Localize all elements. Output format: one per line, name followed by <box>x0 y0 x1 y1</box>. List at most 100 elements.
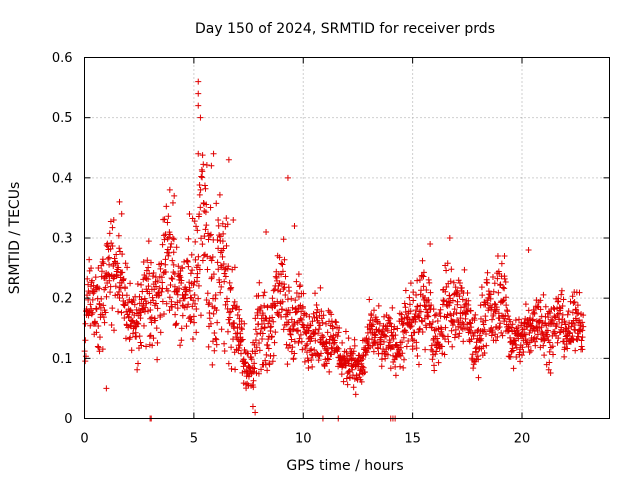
data-point <box>253 344 260 351</box>
data-point <box>397 363 404 370</box>
data-point <box>547 309 554 316</box>
data-point <box>570 299 577 306</box>
data-point <box>540 342 547 349</box>
data-point <box>490 288 497 295</box>
data-point <box>195 150 202 157</box>
data-point <box>195 78 202 85</box>
data-point <box>491 300 498 307</box>
data-point <box>96 301 103 308</box>
data-point <box>160 310 167 317</box>
data-point <box>212 291 219 298</box>
data-point <box>481 326 488 333</box>
data-point <box>475 356 482 363</box>
data-point <box>293 309 300 316</box>
data-point <box>305 327 312 334</box>
data-point <box>258 321 265 328</box>
data-point <box>202 185 209 192</box>
data-point <box>389 304 396 311</box>
data-point <box>378 356 385 363</box>
data-point <box>558 287 565 294</box>
data-point <box>579 334 586 341</box>
data-point <box>316 353 323 360</box>
data-point <box>464 289 471 296</box>
data-point <box>444 260 451 267</box>
data-point <box>146 290 153 297</box>
data-point <box>92 320 99 327</box>
data-point <box>406 294 413 301</box>
data-point <box>100 260 107 267</box>
data-point <box>419 272 426 279</box>
data-point <box>378 363 385 370</box>
data-point <box>100 302 107 309</box>
data-point <box>572 347 579 354</box>
data-point <box>479 292 486 299</box>
data-point <box>322 320 329 327</box>
data-point <box>208 274 215 281</box>
data-point <box>413 339 420 346</box>
data-point <box>357 366 364 373</box>
data-point <box>445 338 452 345</box>
data-point <box>108 240 115 247</box>
data-point <box>334 333 341 340</box>
data-point <box>533 324 540 331</box>
data-point <box>87 283 94 290</box>
data-point <box>238 325 245 332</box>
data-point <box>176 297 183 304</box>
data-point <box>169 235 176 242</box>
data-point <box>403 314 410 321</box>
data-point <box>508 348 515 355</box>
data-point <box>437 306 444 313</box>
data-point <box>479 318 486 325</box>
data-point <box>287 331 294 338</box>
data-point <box>142 304 149 311</box>
data-point <box>345 335 352 342</box>
data-point <box>89 309 96 316</box>
data-point <box>195 262 202 269</box>
data-point <box>110 216 117 223</box>
data-point <box>102 309 109 316</box>
data-point <box>324 349 331 356</box>
data-point <box>407 323 414 330</box>
data-point <box>475 374 482 381</box>
data-point <box>302 345 309 352</box>
data-point <box>350 348 357 355</box>
data-point <box>358 360 365 367</box>
data-point <box>528 322 535 329</box>
data-point <box>263 228 270 235</box>
data-point <box>213 307 220 314</box>
data-point <box>162 261 169 268</box>
data-point <box>495 325 502 332</box>
data-point <box>84 275 91 282</box>
data-point <box>241 320 248 327</box>
x-tick-label: 20 <box>514 432 531 447</box>
data-point <box>286 288 293 295</box>
data-point <box>179 312 186 319</box>
data-point <box>509 347 516 354</box>
data-point <box>497 281 504 288</box>
data-point <box>286 309 293 316</box>
data-point <box>544 331 551 338</box>
data-point <box>200 252 207 259</box>
data-point <box>231 264 238 271</box>
data-point <box>549 343 556 350</box>
data-point <box>295 339 302 346</box>
data-point <box>271 286 278 293</box>
data-point <box>201 182 208 189</box>
grid-lines <box>84 57 610 419</box>
data-point <box>470 333 477 340</box>
data-point <box>530 325 537 332</box>
data-point <box>264 342 271 349</box>
data-point <box>529 317 536 324</box>
data-point <box>421 315 428 322</box>
data-point <box>511 337 518 344</box>
data-point <box>108 321 115 328</box>
data-point <box>381 332 388 339</box>
data-point <box>339 339 346 346</box>
data-point <box>467 307 474 314</box>
data-point <box>280 236 287 243</box>
data-point <box>197 312 204 319</box>
chart-title: Day 150 of 2024, SRMTID for receiver prd… <box>195 21 495 37</box>
data-point <box>470 365 477 372</box>
data-point <box>442 324 449 331</box>
data-point <box>210 271 217 278</box>
